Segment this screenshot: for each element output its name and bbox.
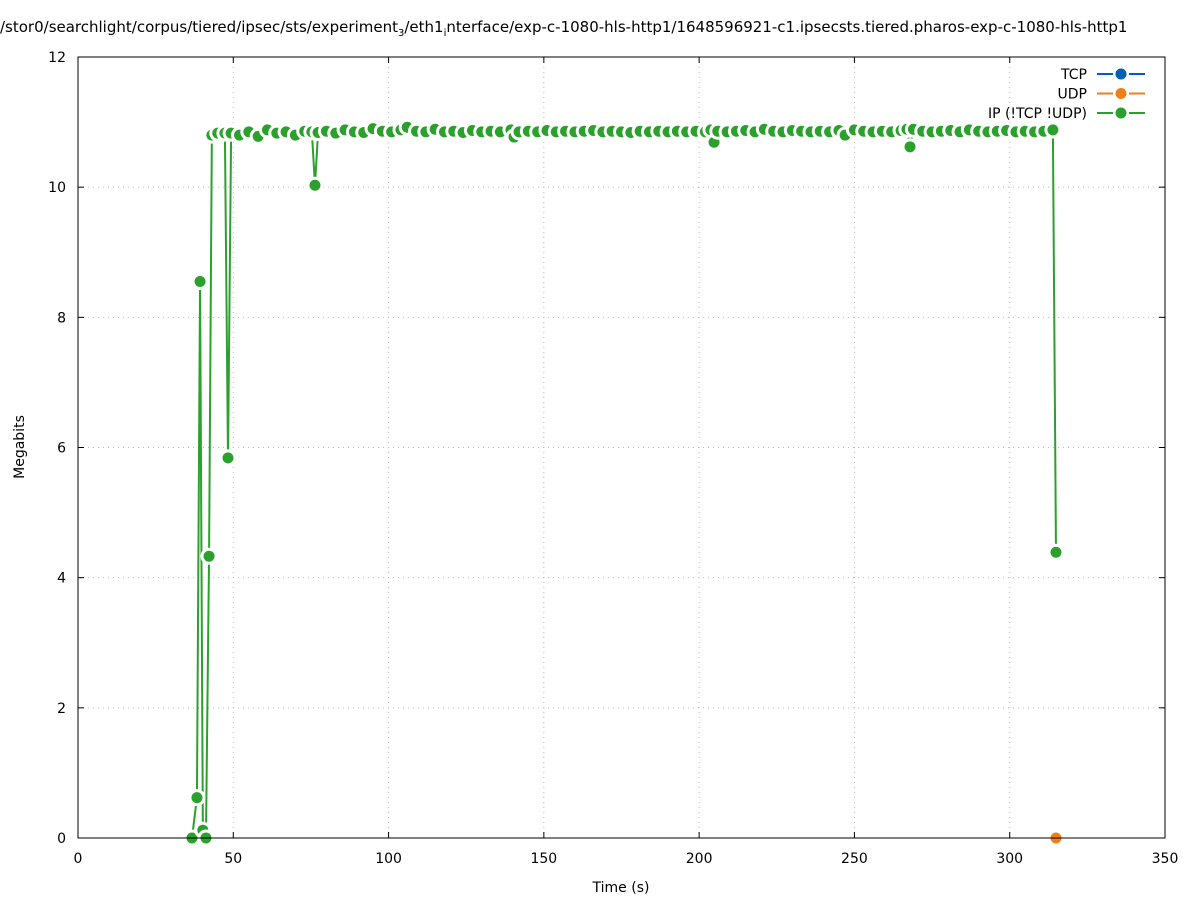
data-point: [1047, 124, 1059, 136]
data-point: [309, 179, 321, 191]
title-part: /eth1: [404, 18, 444, 36]
title-part: nterface/exp-c-1080-hls-http1/1648596921…: [446, 18, 1128, 36]
chart-title: /stor0/searchlight/corpus/tiered/ipsec/s…: [0, 18, 1127, 39]
legend-marker: [1115, 68, 1127, 80]
title-part: /stor0/searchlight/corpus/tiered/ipsec/s…: [0, 18, 398, 36]
x-tick-label: 200: [686, 851, 713, 867]
x-tick-label: 150: [530, 851, 557, 867]
ticks: 0 50 100 150 200 250 300 350 0 2 4 6 8 10 12: [48, 50, 1178, 867]
grid: [78, 57, 1165, 838]
data-point: [1050, 546, 1062, 558]
series-ip-tcp-udp-: [183, 118, 1065, 847]
legend-marker: [1115, 107, 1127, 119]
x-tick-label: 250: [841, 851, 868, 867]
x-tick-label: 100: [375, 851, 402, 867]
data-point: [203, 550, 215, 562]
y-tick-label: 2: [57, 701, 66, 717]
y-tick-label: 10: [48, 180, 66, 196]
y-tick-label: 6: [57, 441, 66, 457]
legend-marker: [1115, 88, 1127, 99]
x-tick-label: 300: [996, 851, 1023, 867]
y-tick-label: 0: [57, 831, 66, 847]
legend-label: UDP: [1058, 87, 1087, 103]
legend: TCP UDP IP (!TCP !UDP): [988, 66, 1145, 122]
data-point: [191, 792, 203, 804]
y-tick-label: 12: [48, 50, 66, 66]
legend-label: TCP: [1060, 67, 1087, 83]
data-point: [194, 276, 206, 288]
data-point: [904, 141, 916, 153]
x-tick-label: 0: [74, 851, 83, 867]
x-tick-label: 350: [1152, 851, 1179, 867]
data-point: [222, 452, 234, 464]
x-tick-label: 50: [224, 851, 242, 867]
y-axis-label: Megabits: [12, 415, 28, 479]
title-subscript: i: [443, 28, 447, 39]
legend-label: IP (!TCP !UDP): [988, 106, 1087, 122]
title-subscript: 3: [397, 28, 405, 39]
series-layer: [183, 118, 1065, 847]
x-axis-label: Time (s): [592, 880, 650, 896]
y-tick-label: 8: [57, 310, 66, 326]
y-tick-label: 4: [57, 571, 66, 587]
series-line: [190, 126, 1057, 839]
plot-border: [77, 56, 1166, 839]
